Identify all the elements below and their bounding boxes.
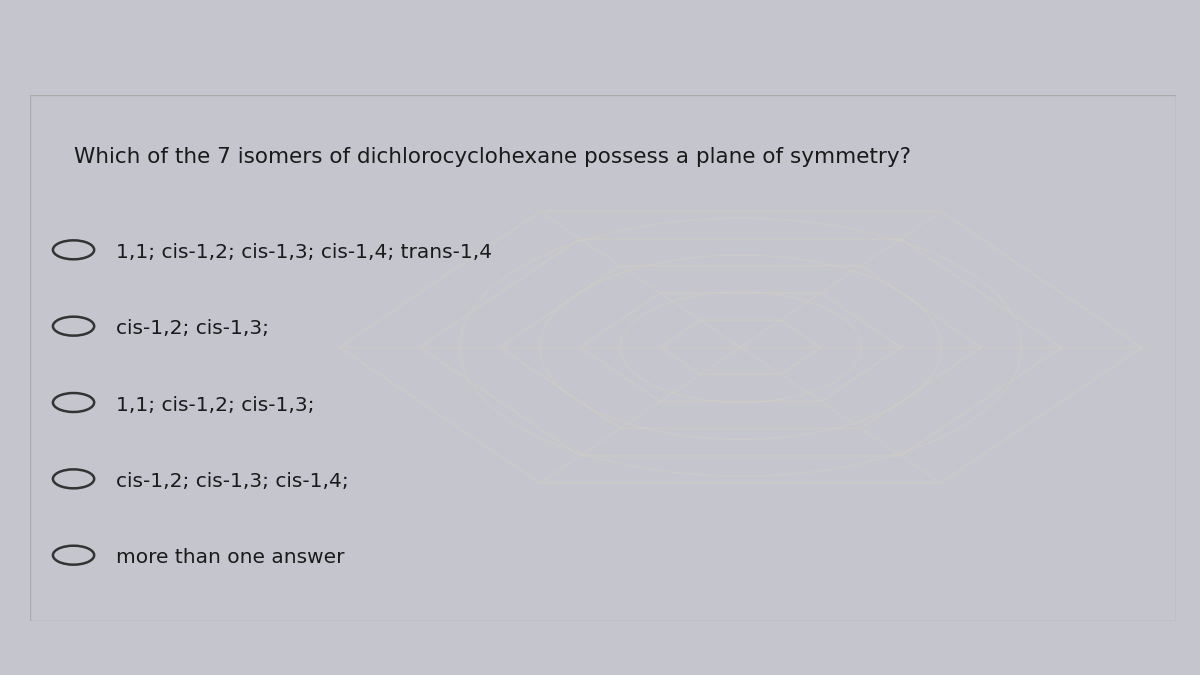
- Text: 1,1; cis-1,2; cis-1,3; cis-1,4; trans-1,4: 1,1; cis-1,2; cis-1,3; cis-1,4; trans-1,…: [116, 243, 492, 262]
- Text: cis-1,2; cis-1,3;: cis-1,2; cis-1,3;: [116, 319, 269, 338]
- Text: more than one answer: more than one answer: [116, 548, 344, 567]
- Text: 1,1; cis-1,2; cis-1,3;: 1,1; cis-1,2; cis-1,3;: [116, 396, 314, 414]
- Text: cis-1,2; cis-1,3; cis-1,4;: cis-1,2; cis-1,3; cis-1,4;: [116, 472, 349, 491]
- Text: Which of the 7 isomers of dichlorocyclohexane possess a plane of symmetry?: Which of the 7 isomers of dichlorocycloh…: [73, 147, 911, 167]
